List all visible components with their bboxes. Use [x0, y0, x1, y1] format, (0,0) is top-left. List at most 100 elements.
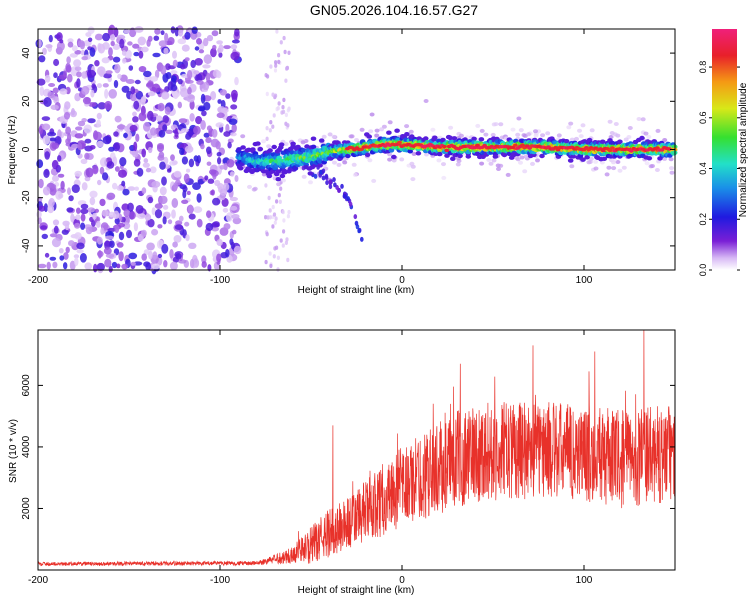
- heatmap-noise-point: [71, 45, 78, 52]
- heatmap-noise-point: [170, 84, 178, 92]
- heatmap-noise-point: [134, 186, 139, 191]
- heatmap-noise-point: [151, 207, 156, 216]
- heatmap-noise-point: [100, 227, 105, 235]
- heatmap-noise-point: [216, 112, 225, 119]
- heatmap-branch-point: [321, 168, 326, 174]
- heatmap-noise-point: [132, 43, 140, 49]
- heatmap-noise-point: [231, 229, 237, 235]
- heatmap-sparse-point: [277, 59, 281, 65]
- heatmap-x-tick-label: 100: [576, 275, 593, 286]
- heatmap-noise-point: [75, 126, 83, 131]
- heatmap-noise-point: [158, 40, 168, 47]
- heatmap-ridge-core-point: [444, 148, 450, 153]
- heatmap-noise-point: [110, 34, 116, 41]
- heatmap-noise-point: [77, 142, 83, 150]
- colorbar: 0.0 0.2 0.4 0.6 0.8 Normalized spectral ampl…: [698, 29, 749, 276]
- heatmap-noise-point: [181, 156, 188, 165]
- heatmap-noise-point: [49, 233, 58, 238]
- heatmap-sparse-point: [280, 110, 284, 115]
- heatmap-noise-point: [151, 83, 161, 93]
- heatmap-noise-point: [186, 93, 196, 103]
- heatmap-noise-point: [193, 70, 200, 75]
- heatmap-noise-point: [188, 158, 195, 168]
- heatmap-noise-point: [74, 170, 82, 177]
- heatmap-x-tick-label: -100: [210, 275, 230, 286]
- heatmap-noise-point: [200, 120, 206, 130]
- heatmap-ridge-point: [436, 151, 443, 157]
- heatmap-noise-point: [206, 146, 212, 155]
- heatmap-halo-point: [646, 134, 652, 139]
- heatmap-noise-point: [143, 121, 151, 132]
- heatmap-halo-point: [436, 158, 442, 163]
- heatmap-halo-point: [587, 160, 593, 164]
- heatmap-sparse-point: [268, 215, 272, 220]
- heatmap-noise-point: [76, 249, 84, 254]
- heatmap-noise-point: [167, 37, 175, 45]
- heatmap-noise-point: [170, 154, 175, 162]
- heatmap-halo-point: [540, 133, 546, 138]
- heatmap-noise-point: [218, 52, 223, 58]
- heatmap-noise-point: [198, 49, 205, 54]
- heatmap-noise-point: [94, 60, 100, 67]
- heatmap-sparse-point: [273, 220, 277, 225]
- heatmap-ridge-point: [366, 134, 373, 139]
- heatmap-halo-point: [568, 121, 574, 126]
- heatmap-noise-point: [143, 158, 149, 164]
- heatmap-noise-point: [171, 198, 179, 208]
- heatmap-noise-point: [47, 131, 57, 137]
- heatmap-noise-point: [230, 171, 235, 177]
- heatmap-ridge-point: [257, 146, 264, 152]
- colorbar-label: Normalized spectral amplitude: [738, 82, 749, 217]
- heatmap-noise-point: [74, 232, 82, 240]
- heatmap-halo-point: [668, 157, 674, 162]
- heatmap-noise-point: [187, 86, 192, 95]
- heatmap-sparse-point: [271, 204, 275, 210]
- heatmap-noise-point: [50, 104, 59, 111]
- heatmap-halo-point: [424, 152, 429, 157]
- heatmap-noise-point: [102, 83, 109, 88]
- heatmap-sparse-point: [271, 92, 275, 97]
- heatmap-noise-point: [42, 186, 51, 196]
- heatmap-halo-point: [387, 120, 393, 125]
- heatmap-noise-point: [156, 115, 163, 122]
- heatmap-noise-point: [163, 47, 169, 55]
- heatmap-noise-point: [52, 175, 59, 182]
- heatmap-noise-point: [189, 113, 195, 122]
- heatmap-ridge-point: [404, 132, 410, 137]
- heatmap-noise-point: [184, 57, 190, 62]
- heatmap-noise-point: [148, 146, 153, 154]
- chart-title: GN05.2026.104.16.57.G27: [310, 2, 478, 18]
- heatmap-noise-point: [141, 253, 147, 261]
- heatmap-sparse-point: [264, 183, 268, 188]
- heatmap-noise-point: [63, 252, 69, 260]
- heatmap-halo-point: [669, 166, 674, 171]
- heatmap-noise-point: [147, 196, 154, 204]
- heatmap-noise-point: [202, 64, 211, 69]
- heatmap-halo-point: [643, 131, 649, 136]
- heatmap-noise-point: [129, 124, 138, 132]
- heatmap-sparse-point: [272, 212, 277, 217]
- heatmap-ridge-point: [617, 139, 623, 144]
- heatmap-noise-point: [174, 127, 179, 138]
- heatmap-halo-point: [359, 127, 365, 132]
- heatmap-sparse-point: [274, 216, 278, 221]
- heatmap-halo-point: [574, 136, 579, 141]
- heatmap-ridge-point: [639, 135, 645, 141]
- heatmap-halo-point: [479, 161, 485, 166]
- heatmap-halo-point: [240, 134, 246, 139]
- heatmap-noise-point: [62, 262, 68, 270]
- heatmap-noise-point: [217, 157, 222, 165]
- heatmap-halo-point: [498, 163, 504, 168]
- heatmap-noise-point: [141, 105, 146, 114]
- heatmap-halo-point: [569, 164, 575, 169]
- heatmap-noise-point: [219, 165, 226, 170]
- heatmap-noise-point: [133, 222, 138, 232]
- heatmap-ridge-point: [465, 154, 472, 159]
- heatmap-noise-point: [123, 209, 130, 218]
- heatmap-noise-point: [230, 89, 238, 100]
- colorbar-ticks: 0.0 0.2 0.4 0.6 0.8: [698, 61, 740, 276]
- heatmap-halo-point: [331, 134, 337, 139]
- heatmap-noise-point: [196, 218, 203, 228]
- heatmap-halo-point: [374, 133, 380, 138]
- heatmap-noise-point: [56, 41, 65, 52]
